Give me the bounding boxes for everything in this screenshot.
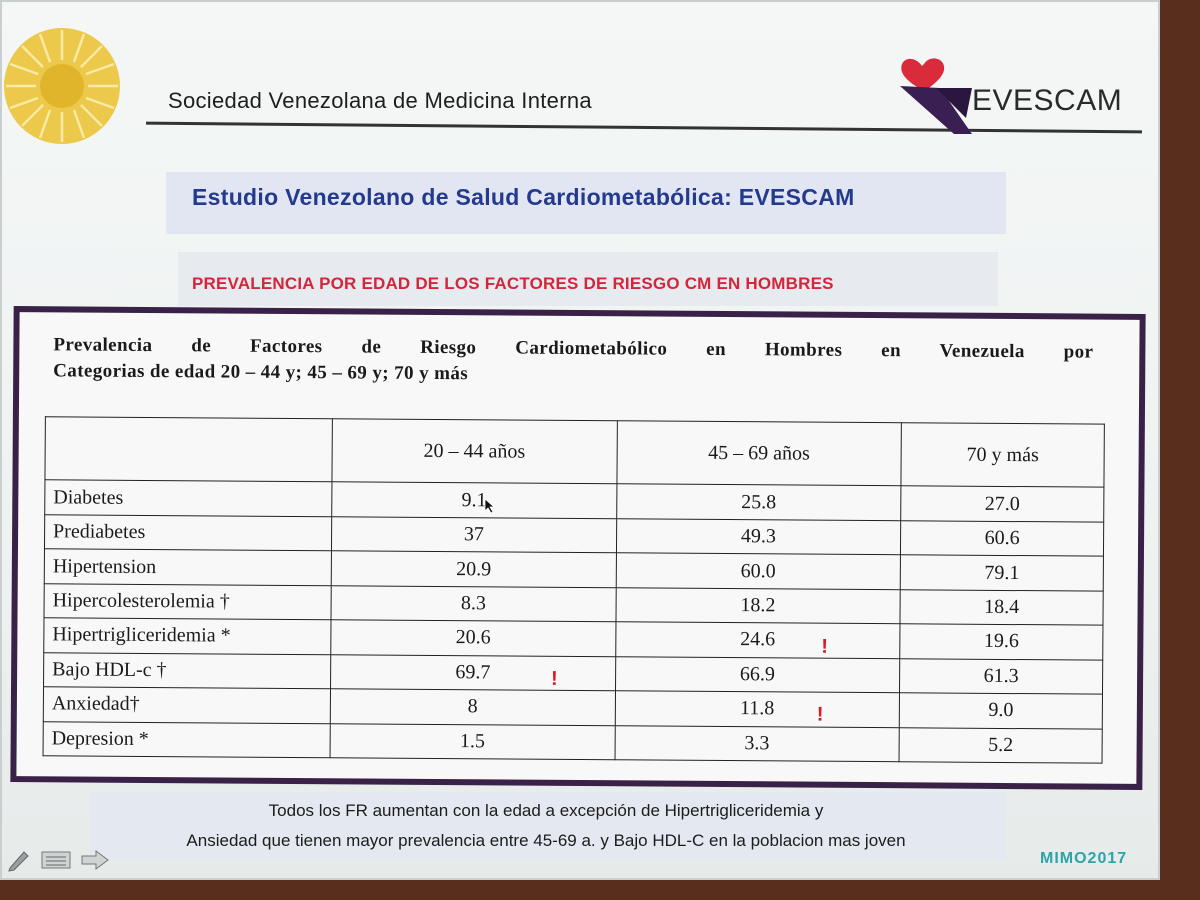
factor-cell: Hipercolesterolemia † xyxy=(43,583,332,621)
menu-icon[interactable] xyxy=(41,851,71,869)
slide: Sociedad Venezolana de Medicina Interna … xyxy=(0,0,1160,880)
factor-cell: Depresion * xyxy=(43,721,331,758)
value-cell: 20.9 xyxy=(331,551,616,588)
factor-cell: Hipertension xyxy=(44,549,332,586)
value-cell: 49.3 xyxy=(615,518,901,556)
value-cell: 19.6 xyxy=(899,623,1103,660)
factor-cell: Hipertrigliceridemia * xyxy=(43,618,331,655)
value-cell: 8.3 xyxy=(330,585,616,622)
factor-cell: Anxiedad† xyxy=(43,686,331,724)
slide-subtitle: PREVALENCIA POR EDAD DE LOS FACTORES DE … xyxy=(192,274,834,293)
table-header-row: 20 – 44 años 45 – 69 años 70 y más xyxy=(44,416,1105,488)
highlight-mark: ! xyxy=(816,703,824,726)
value-cell: 8 xyxy=(330,688,616,726)
footer-line1: Todos los FR aumentan con la edad a exce… xyxy=(268,801,824,820)
brand-name: EVESCAM xyxy=(972,84,1123,117)
highlight-mark: ! xyxy=(821,635,829,658)
footer-line2: Ansiedad que tienen mayor prevalencia en… xyxy=(186,831,906,850)
table-title-line2: Categorias de edad 20 – 44 y; 45 – 69 y;… xyxy=(53,360,469,385)
value-cell: 27.0 xyxy=(900,486,1104,523)
header-empty xyxy=(44,416,333,483)
table-frame: Prevalencia de Factores de Riesgo Cardio… xyxy=(10,306,1146,790)
value-cell: 60.6 xyxy=(900,520,1104,557)
presentation-toolbar xyxy=(8,850,109,872)
value-cell: 9.1 xyxy=(331,482,617,519)
mouse-pointer-icon xyxy=(484,498,496,514)
value-cell: 5.2 xyxy=(899,727,1103,764)
value-cell: 24.6 xyxy=(615,621,901,659)
value-cell: 61.3 xyxy=(899,658,1103,695)
header-70-plus: 70 y más xyxy=(901,422,1105,488)
factor-cell: Bajo HDL-c † xyxy=(43,652,331,689)
table-title: Prevalencia de Factores de Riesgo Cardio… xyxy=(53,332,1093,391)
factor-cell: Prediabetes xyxy=(44,514,332,552)
next-arrow-icon[interactable] xyxy=(81,850,109,870)
value-cell: 18.4 xyxy=(900,589,1104,626)
value-cell: 37 xyxy=(331,516,617,554)
subtitle-band xyxy=(178,252,998,306)
footer-band xyxy=(90,792,1006,860)
value-cell: 60.0 xyxy=(615,553,901,590)
pen-icon[interactable] xyxy=(8,851,29,872)
footer-note: Todos los FR aumentan con la edad a exce… xyxy=(96,796,996,856)
value-cell: 66.9 xyxy=(615,656,900,693)
value-cell: 11.8 xyxy=(614,690,900,728)
org-title: Sociedad Venezolana de Medicina Interna xyxy=(168,88,592,113)
factor-cell: Diabetes xyxy=(44,480,332,517)
value-cell: 18.2 xyxy=(615,587,901,624)
value-cell: 79.1 xyxy=(900,555,1104,591)
value-cell: 9.0 xyxy=(899,692,1103,729)
slide-title: Estudio Venezolano de Salud Cardiometabó… xyxy=(192,184,855,210)
table-row: Depresion * 1.5 3.3 5.2 xyxy=(43,721,1103,764)
header-45-69: 45 – 69 años xyxy=(616,420,902,487)
value-cell: 25.8 xyxy=(616,484,902,521)
event-tag: MIMO2017 xyxy=(1040,850,1128,867)
society-logo-icon xyxy=(4,28,120,144)
prevalence-table: 20 – 44 años 45 – 69 años 70 y más Diabe… xyxy=(43,416,1105,764)
value-cell: 69.7 xyxy=(330,654,616,691)
value-cell: 1.5 xyxy=(330,723,615,760)
title-band xyxy=(166,172,1006,234)
header-20-44: 20 – 44 años xyxy=(331,418,617,485)
evescam-logo-icon xyxy=(900,58,972,134)
value-cell: 20.6 xyxy=(330,620,616,657)
value-cell: 3.3 xyxy=(614,725,900,762)
highlight-mark: ! xyxy=(551,667,558,690)
